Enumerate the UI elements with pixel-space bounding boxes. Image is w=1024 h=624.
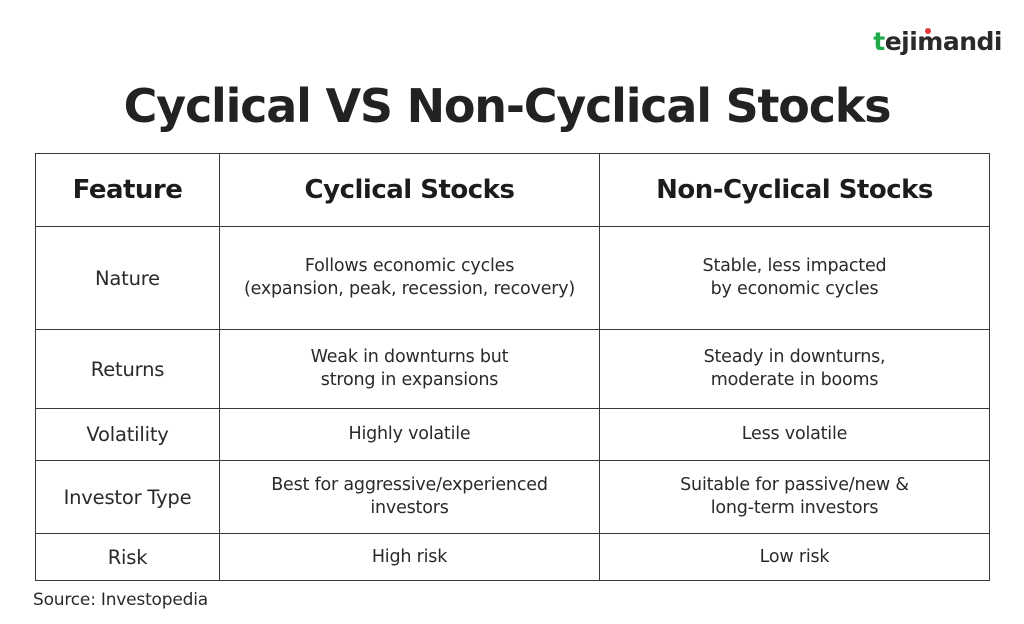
non-cyclical-text: Steady in downturns, moderate in booms (703, 347, 886, 390)
feature-cell: Investor Type (35, 460, 220, 534)
non-cyclical-text: Suitable for passive/new & long-term inv… (680, 475, 909, 518)
feature-cell: Nature (35, 226, 220, 330)
table-row: Investor Type Best for aggressive/experi… (35, 460, 990, 534)
feature-cell: Returns (35, 329, 220, 409)
non-cyclical-cell: Stable, less impacted by economic cycles (599, 226, 990, 330)
non-cyclical-cell: Less volatile (599, 408, 990, 461)
non-cyclical-text: Less volatile (741, 424, 848, 444)
feature-cell: Volatility (35, 408, 220, 461)
cyclical-cell: Highly volatile (219, 408, 600, 461)
cyclical-cell: Follows economic cycles (expansion, peak… (219, 226, 600, 330)
cyclical-text: Best for aggressive/experienced investor… (271, 475, 548, 518)
feature-cell: Risk (35, 533, 220, 581)
non-cyclical-text: Low risk (759, 546, 830, 567)
cyclical-cell: Weak in downturns but strong in expansio… (219, 329, 600, 409)
table-row: Risk High risk Low risk (35, 533, 990, 581)
comparison-table: Feature Cyclical Stocks Non-Cyclical Sto… (35, 153, 990, 581)
page-title: Cyclical VS Non-Cyclical Stocks (123, 79, 892, 133)
cyclical-text: High risk (371, 546, 448, 567)
cyclical-text: Weak in downturns but strong in expansio… (310, 347, 509, 390)
non-cyclical-text: Stable, less impacted by economic cycles (702, 256, 887, 299)
non-cyclical-cell: Suitable for passive/new & long-term inv… (599, 460, 990, 534)
source-note: Source: Investopedia (33, 590, 208, 610)
table-row: Returns Weak in downturns but strong in … (35, 329, 990, 409)
header-feature: Feature (35, 153, 220, 227)
header-non-cyclical: Non-Cyclical Stocks (599, 153, 990, 227)
non-cyclical-cell: Steady in downturns, moderate in booms (599, 329, 990, 409)
cyclical-text: Follows economic cycles (expansion, peak… (243, 256, 576, 299)
non-cyclical-cell: Low risk (599, 533, 990, 581)
table-row: Volatility Highly volatile Less volatile (35, 408, 990, 461)
header-cyclical: Cyclical Stocks (219, 153, 600, 227)
table-row: Nature Follows economic cycles (expansio… (35, 226, 990, 330)
logo-part-eji: eji (884, 27, 918, 56)
cyclical-text: Highly volatile (348, 424, 471, 444)
logo-part-andi: andi (942, 27, 1003, 56)
logo-letter-m: m (917, 27, 943, 56)
logo-letter-t: t (873, 27, 885, 56)
cyclical-cell: Best for aggressive/experienced investor… (219, 460, 600, 534)
cyclical-cell: High risk (219, 533, 600, 581)
table-header-row: Feature Cyclical Stocks Non-Cyclical Sto… (35, 153, 990, 227)
brand-logo: tejim andi (873, 27, 1002, 57)
logo-dot-icon (925, 28, 932, 34)
